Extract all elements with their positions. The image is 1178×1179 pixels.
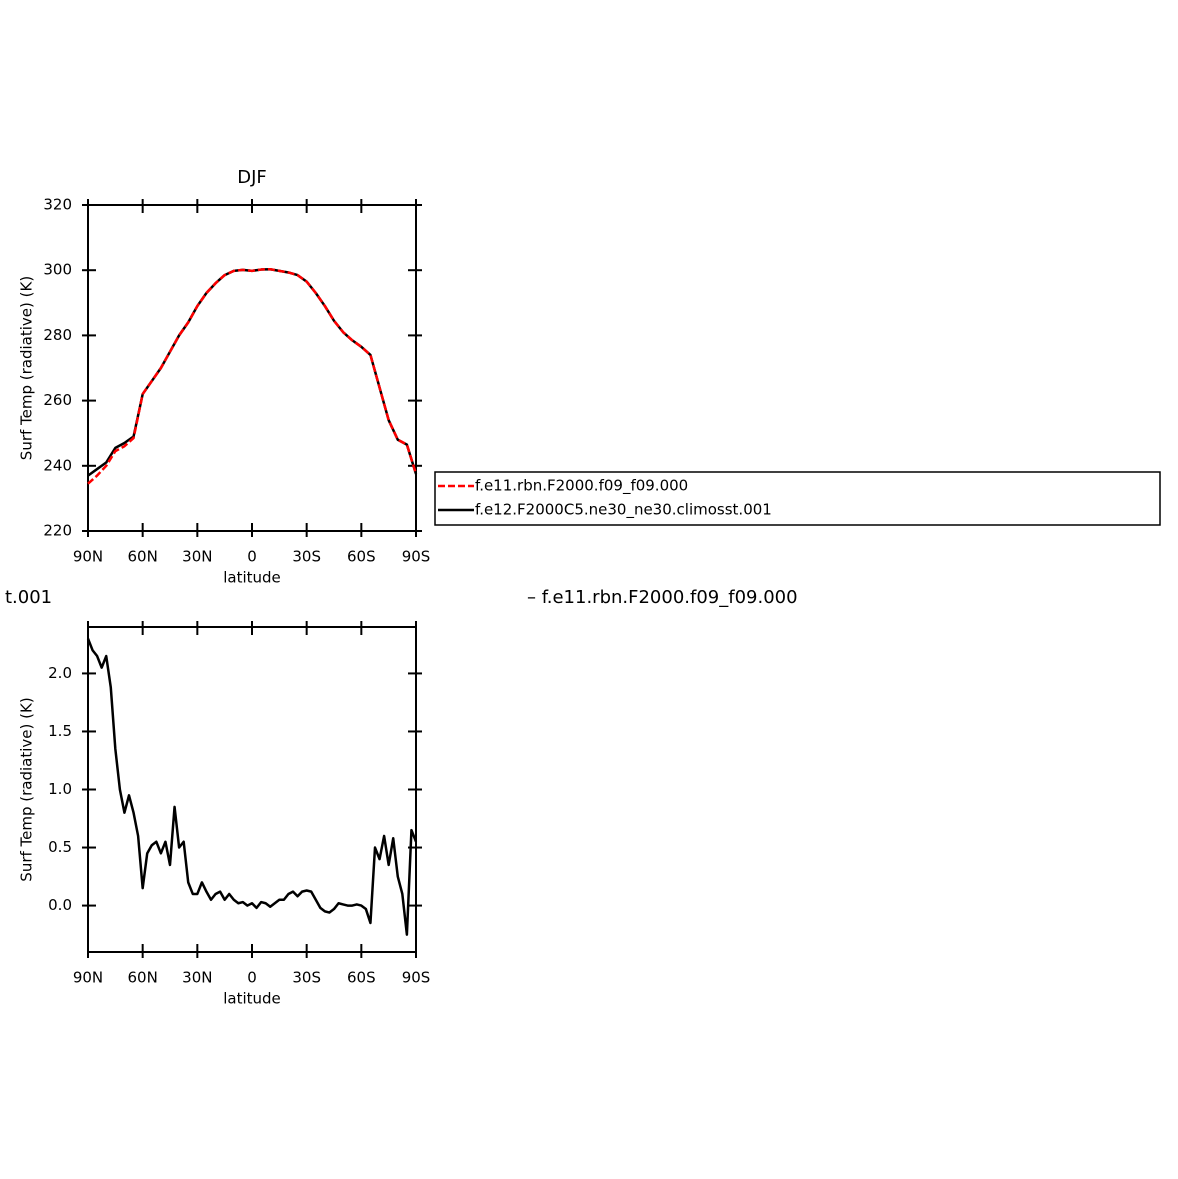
x-tick-label: 90S (402, 548, 431, 566)
chart-title: DJF (237, 167, 267, 188)
y-axis-label: Surf Temp (radiative) (K) (18, 697, 36, 881)
x-tick-label: 30N (182, 969, 212, 987)
y-tick-label: 220 (43, 522, 72, 540)
legend-box (434, 471, 1161, 526)
x-tick-label: 60S (347, 548, 376, 566)
y-tick-label: 2.0 (48, 664, 72, 682)
y-tick-label: 1.0 (48, 780, 72, 798)
annotation: t.001 (5, 587, 52, 608)
y-tick-label: 320 (43, 196, 72, 214)
x-tick-label: 0 (247, 969, 257, 987)
x-tick-label: 30N (182, 548, 212, 566)
y-tick-label: 0.0 (48, 896, 72, 914)
y-tick-label: 260 (43, 391, 72, 409)
x-tick-label: 60N (128, 969, 158, 987)
y-tick-label: 1.5 (48, 722, 72, 740)
x-tick-label: 60N (128, 548, 158, 566)
x-tick-label: 30S (292, 969, 321, 987)
legend-label: f.e12.F2000C5.ne30_ne30.climosst.001 (475, 501, 772, 520)
legend-label: f.e11.rbn.F2000.f09_f09.000 (475, 477, 688, 496)
data-line (87, 267, 418, 485)
annotation: – f.e11.rbn.F2000.f09_f09.000 (527, 587, 798, 608)
x-tick-label: 30S (292, 548, 321, 566)
x-tick-label: 60S (347, 969, 376, 987)
data-line (86, 638, 418, 936)
y-tick-label: 240 (43, 456, 72, 474)
y-tick-label: 0.5 (48, 838, 72, 856)
x-axis-label: latitude (223, 569, 281, 587)
x-tick-label: 90N (73, 969, 103, 987)
x-tick-label: 0 (247, 548, 257, 566)
y-axis-label: Surf Temp (radiative) (K) (18, 276, 36, 460)
plot-frame (87, 204, 417, 532)
data-line (87, 267, 418, 477)
x-tick-label: 90N (73, 548, 103, 566)
x-tick-label: 90S (402, 969, 431, 987)
x-axis-label: latitude (223, 990, 281, 1008)
y-tick-label: 300 (43, 261, 72, 279)
y-tick-label: 280 (43, 326, 72, 344)
